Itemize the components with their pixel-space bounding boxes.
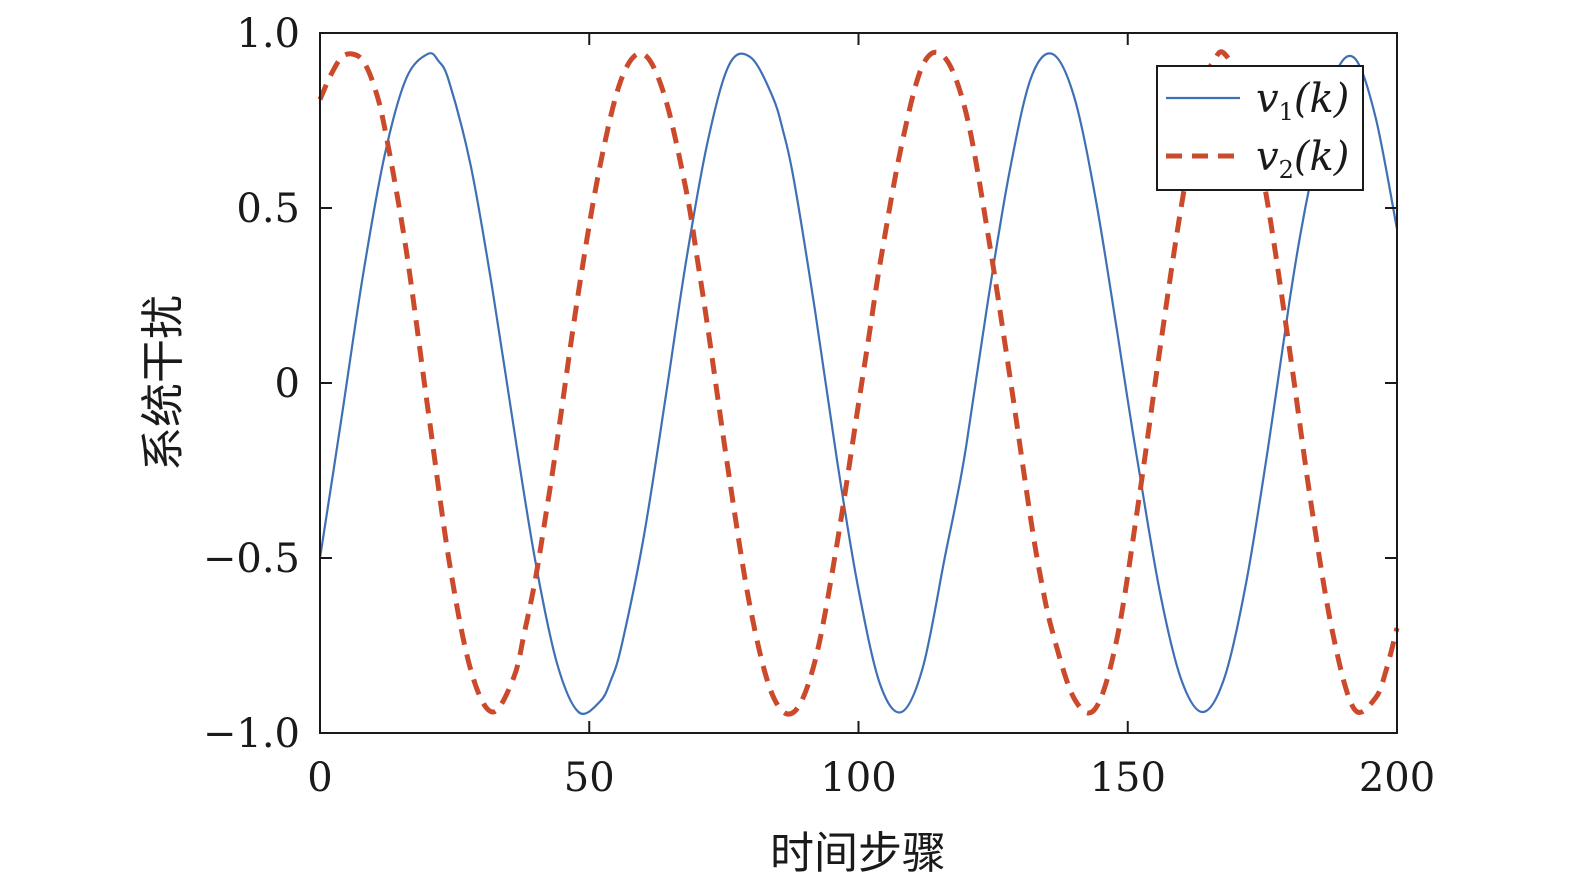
tick-layer xyxy=(319,32,1398,734)
legend-label-v1: v1(k) xyxy=(1256,76,1349,126)
legend-label-v1-base: v xyxy=(1256,76,1279,122)
y-tick-label-1: −0.5 xyxy=(203,536,300,582)
x-axis-label: 时间步骤 xyxy=(770,828,946,879)
legend-label-v1-sub: 1 xyxy=(1279,98,1294,126)
x-tick-label-3: 150 xyxy=(1090,755,1166,801)
legend-label-v2-arg: (k) xyxy=(1294,134,1349,180)
legend-label-v1-arg: (k) xyxy=(1294,76,1349,122)
legend: v1(k) v2(k) xyxy=(1156,65,1364,191)
x-tick-label-4: 200 xyxy=(1359,755,1435,801)
x-tick-label-2: 100 xyxy=(820,755,896,801)
y-axis-label: 系统干扰 xyxy=(138,295,189,471)
legend-label-v2-sub: 2 xyxy=(1279,156,1294,184)
legend-box xyxy=(1156,65,1364,191)
tick-label-layer: 0 50 100 150 200 −1.0 −0.5 0 0.5 1.0 xyxy=(203,11,1435,801)
legend-label-v2-base: v xyxy=(1256,134,1279,180)
y-tick-label-3: 0.5 xyxy=(236,186,300,232)
series-layer xyxy=(317,49,1400,717)
y-tick-label-2: 0 xyxy=(275,361,300,407)
y-tick-label-4: 1.0 xyxy=(236,11,300,57)
x-tick-label-0: 0 xyxy=(307,755,332,801)
legend-label-v2: v2(k) xyxy=(1256,134,1349,184)
y-tick-label-0: −1.0 xyxy=(203,711,300,757)
series-line-1 xyxy=(318,52,1399,715)
x-tick-label-1: 50 xyxy=(564,755,615,801)
